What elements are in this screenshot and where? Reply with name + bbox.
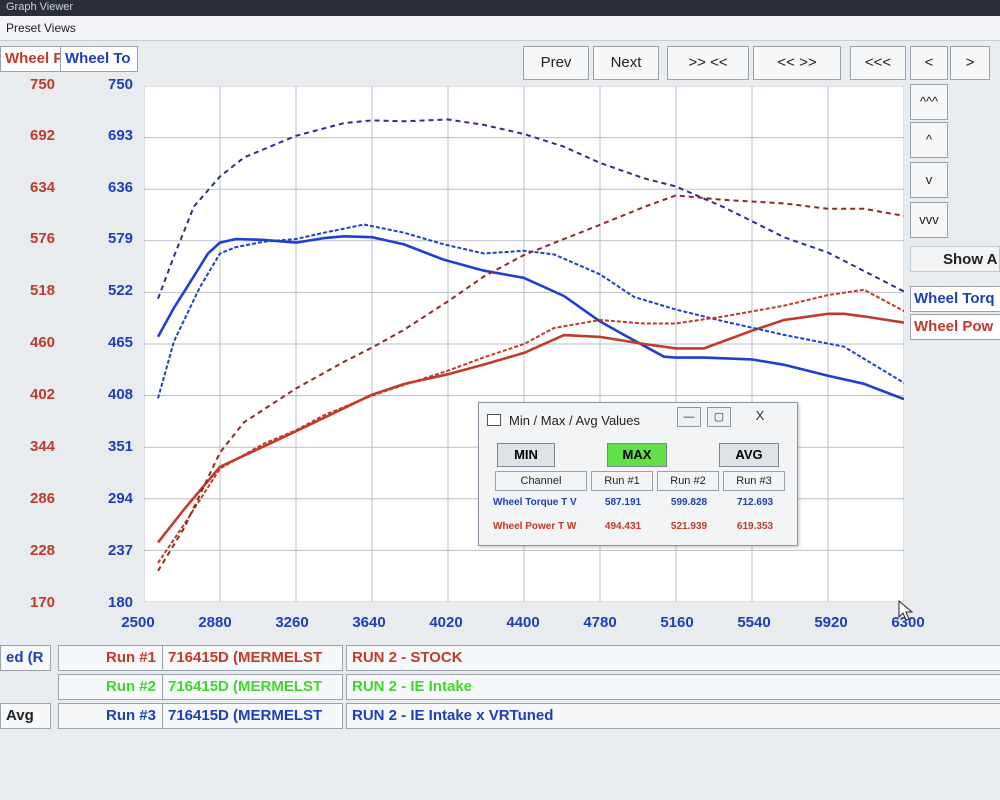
x-tick: 3640 [352, 614, 386, 631]
run-2-description[interactable]: RUN 2 - IE Intake [346, 674, 1000, 700]
left-truncated-label: ed (R [0, 645, 51, 671]
header-run-1: Run #1 [591, 471, 653, 491]
y-left-tick: 634 [30, 179, 56, 196]
minimize-button[interactable]: — [677, 407, 701, 427]
zoom-in-button[interactable]: >> << [667, 46, 749, 80]
header-run-2: Run #2 [657, 471, 719, 491]
scroll-bottom-button[interactable]: vvv [910, 202, 948, 238]
y-left-tick: 750 [30, 76, 56, 93]
x-tick: 5160 [660, 614, 694, 631]
close-button[interactable]: X [755, 408, 765, 423]
top-strip: Graph Viewer [0, 0, 1000, 16]
row-power-channel: Wheel Power T W [493, 521, 577, 532]
y-left-tick: 576 [30, 230, 56, 247]
row-torque-channel: Wheel Torque T V [493, 497, 577, 508]
dialog-title: Min / Max / Avg Values [509, 413, 641, 428]
power-run-3-value: 619.353 [736, 521, 774, 532]
y-right-tick: 522 [108, 282, 134, 299]
y-left-tick: 344 [30, 438, 56, 455]
title-bar: Preset Views [0, 16, 1000, 41]
y-right-tick: 408 [108, 386, 134, 403]
y-right-tick: 237 [108, 542, 134, 559]
dialog-window-icon [487, 414, 501, 426]
y-left-tick: 692 [30, 127, 56, 144]
y-left-tick: 170 [30, 594, 56, 611]
y-left-tick: 402 [30, 386, 56, 403]
power-run-2-value: 521.939 [670, 521, 708, 532]
series-power-line-3 [157, 194, 904, 572]
show-all-button[interactable]: Show A [910, 246, 1000, 272]
x-tick: 2500 [121, 614, 155, 631]
x-tick: 4020 [429, 614, 463, 631]
run-1-file[interactable]: 716415D (MERMELST [162, 645, 343, 671]
x-tick: 2880 [198, 614, 232, 631]
side-channel-torque[interactable]: Wheel Torq [910, 286, 1000, 312]
series-torque-line-2 [157, 223, 904, 399]
minmax-dialog[interactable]: Min / Max / Avg Values — ▢ X MIN MAX AVG… [478, 402, 798, 546]
y-left-tick: 518 [30, 282, 56, 299]
torque-run-2-value: 599.828 [670, 497, 708, 508]
run-1-label[interactable]: Run #1 [58, 645, 163, 671]
avg-label[interactable]: Avg [0, 703, 51, 729]
x-tick: 6300 [891, 614, 925, 631]
mouse-cursor-icon [898, 600, 914, 621]
y-left-tick: 460 [30, 334, 56, 351]
scroll-top-button[interactable]: ^^^ [910, 84, 948, 120]
restore-button[interactable]: ▢ [707, 407, 731, 427]
scroll-start-button[interactable]: <<< [850, 46, 906, 80]
x-tick: 5920 [814, 614, 848, 631]
x-tick: 4400 [506, 614, 540, 631]
header-run-3: Run #3 [723, 471, 785, 491]
side-channel-power[interactable]: Wheel Pow [910, 314, 1000, 340]
prev-button[interactable]: Prev [523, 46, 589, 80]
y-right-tick: 750 [108, 76, 134, 93]
y-right-tick: 294 [108, 490, 134, 507]
tab-wheel-torque[interactable]: Wheel To [60, 46, 138, 72]
y-right-tick: 693 [108, 127, 134, 144]
y-left-tick: 228 [30, 542, 56, 559]
y-right-tick: 465 [108, 334, 134, 351]
scroll-down-button[interactable]: v [910, 162, 948, 198]
zoom-out-button[interactable]: << >> [753, 46, 841, 80]
tab-wheel-power[interactable]: Wheel Po [0, 46, 62, 72]
y-left-tick: 286 [30, 490, 56, 507]
series-power-line-1 [156, 312, 904, 544]
y-right-tick: 579 [108, 230, 134, 247]
run-1-description[interactable]: RUN 2 - STOCK [346, 645, 1000, 671]
series-torque-line-3 [157, 118, 904, 300]
run-2-file[interactable]: 716415D (MERMELST [162, 674, 343, 700]
power-run-1-value: 494.431 [604, 521, 642, 532]
scroll-up-button[interactable]: ^ [910, 122, 948, 158]
scroll-right-button[interactable]: > [950, 46, 990, 80]
y-right-tick: 180 [108, 594, 134, 611]
x-tick: 4780 [583, 614, 617, 631]
window-title: Graph Viewer [6, 1, 74, 13]
y-right-tick: 351 [108, 438, 134, 455]
avg-button[interactable]: AVG [719, 443, 779, 467]
header-channel: Channel [495, 471, 587, 491]
series-power-line-2 [157, 288, 904, 564]
torque-run-3-value: 712.693 [736, 497, 774, 508]
preset-views-label[interactable]: Preset Views [6, 21, 76, 35]
torque-run-1-value: 587.191 [604, 497, 642, 508]
min-button[interactable]: MIN [497, 443, 555, 467]
scroll-left-button[interactable]: < [910, 46, 948, 80]
max-button[interactable]: MAX [607, 443, 667, 467]
run-3-label[interactable]: Run #3 [58, 703, 163, 729]
run-3-file[interactable]: 716415D (MERMELST [162, 703, 343, 729]
next-button[interactable]: Next [593, 46, 659, 80]
run-3-description[interactable]: RUN 2 - IE Intake x VRTuned [346, 703, 1000, 729]
series-torque-line-1 [156, 235, 904, 401]
run-2-label[interactable]: Run #2 [58, 674, 163, 700]
y-right-tick: 636 [108, 179, 134, 196]
x-tick: 5540 [737, 614, 771, 631]
x-tick: 3260 [275, 614, 309, 631]
